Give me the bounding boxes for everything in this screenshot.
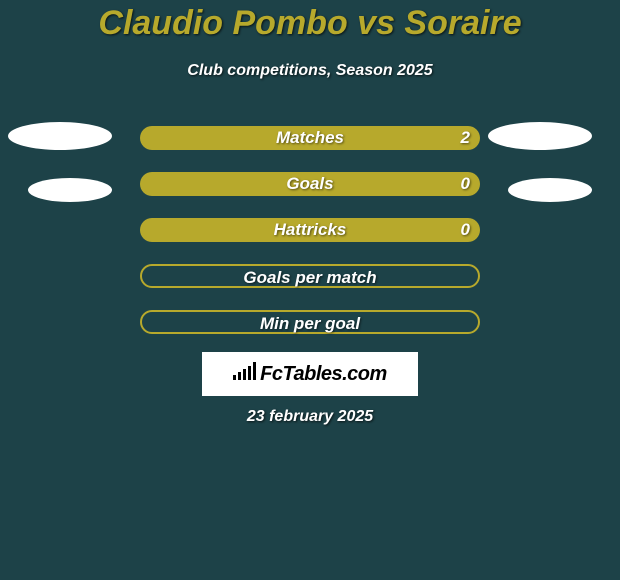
page-subtitle: Club competitions, Season 2025 (0, 62, 620, 80)
fctables-logo: FcTables.com (202, 352, 418, 396)
page-title: Claudio Pombo vs Soraire (0, 4, 620, 43)
stat-row: Goals0 (140, 172, 480, 196)
stat-value: 0 (461, 218, 470, 242)
player-right-head-ellipse (488, 122, 592, 150)
footer-date: 23 february 2025 (0, 408, 620, 426)
stat-label: Goals (140, 172, 480, 196)
player-left-body-ellipse (28, 178, 112, 202)
stat-row: Matches2 (140, 126, 480, 150)
logo-inner: FcTables.com (233, 362, 387, 386)
logo-bars-icon (233, 362, 256, 380)
player-left-head-ellipse (8, 122, 112, 150)
stat-label: Hattricks (140, 218, 480, 242)
stat-label: Goals per match (142, 266, 478, 290)
stat-label: Matches (140, 126, 480, 150)
stat-value: 2 (461, 126, 470, 150)
stat-value: 0 (461, 172, 470, 196)
stat-row: Min per goal (140, 310, 480, 334)
player-right-body-ellipse (508, 178, 592, 202)
logo-text: FcTables.com (260, 363, 387, 386)
stat-label: Min per goal (142, 312, 478, 336)
comparison-infographic: Claudio Pombo vs Soraire Club competitio… (0, 0, 620, 580)
stat-row: Hattricks0 (140, 218, 480, 242)
stat-row: Goals per match (140, 264, 480, 288)
